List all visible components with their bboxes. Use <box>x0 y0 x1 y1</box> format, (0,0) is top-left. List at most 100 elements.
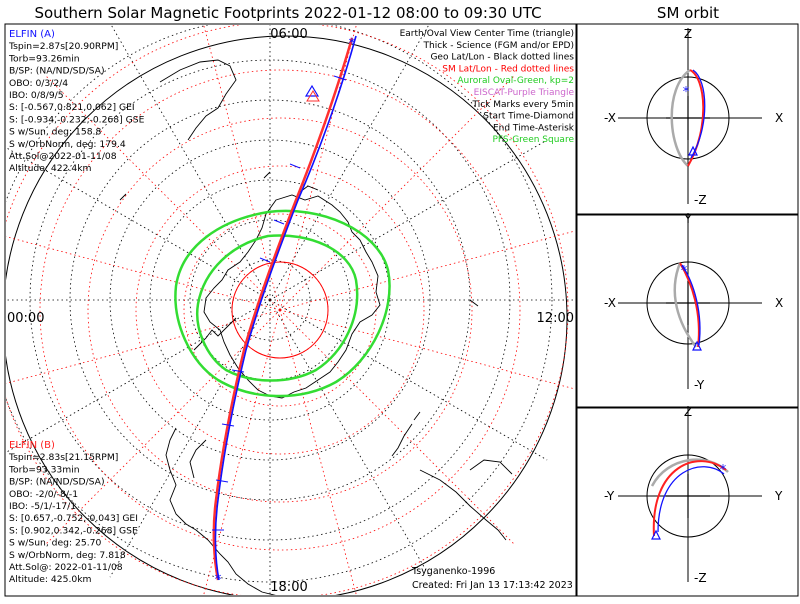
sm-lon-line <box>279 76 514 311</box>
geo-lon-line <box>109 299 271 578</box>
time-labels: 06:00 00:00 12:00 18:00 <box>7 27 574 595</box>
legend-entry: Earth/Oval View Center Time (triangle) <box>400 29 574 39</box>
sm-lon-line <box>279 309 575 390</box>
orbit-elfin-a-arc <box>690 69 706 159</box>
elfin-a-line: S w/Sun, deg: 158.8 <box>9 127 101 138</box>
auroral-oval-inner <box>195 234 359 382</box>
orbit-axis-label-top: Z <box>684 405 692 419</box>
orbit-axis-label-left: -X <box>604 296 616 310</box>
elfin-a-line: Tspin=2.87s[20.90RPM] <box>8 41 118 52</box>
elfin-b-line: Att.Sol@: 2022-01-11/08 <box>9 562 123 573</box>
main-title: Southern Solar Magnetic Footprints 2022-… <box>34 4 541 22</box>
elfin-b-line: IBO: -5/1/-17/1 <box>9 501 76 512</box>
africa-outline <box>159 59 237 141</box>
geo-grid <box>6 25 575 595</box>
sm-pole-circle <box>231 261 329 359</box>
sm-lon-line <box>6 236 281 311</box>
elfin-a-line: S w/OrbNorm, deg: 179.4 <box>9 139 126 150</box>
time-label-top: 06:00 <box>270 27 307 42</box>
orbit-axis-label-bottom: -Y <box>694 378 705 392</box>
footprint-tracks: * * <box>212 35 357 588</box>
orbit-elfin-a-arc <box>657 466 725 533</box>
elfin-a-start-asterisk: * <box>215 572 222 588</box>
orbit-axis-label-left: -X <box>604 111 616 125</box>
elfin-b-info: ELFIN (B)Tspin=2.83s[21.15RPM]Torb=93.33… <box>8 440 138 585</box>
orbit-elfin-b-arc <box>679 262 700 348</box>
created-credit: Created: Fri Jan 13 17:13:42 2023 <box>412 580 573 591</box>
orbit-axis-label-left: -Y <box>604 489 615 503</box>
sm-lon-line <box>279 309 514 544</box>
elfin-a-line: Altitude: 422.4km <box>9 163 92 174</box>
geo-lon-line <box>269 139 548 301</box>
orbit-end-asterisk: * <box>720 463 727 478</box>
geo-lon-line <box>110 25 271 301</box>
orbit-panel: Z -Z -X X * <box>604 27 783 207</box>
map-frame <box>4 23 577 597</box>
legend-entry: Start Time-Diamond <box>483 112 574 122</box>
elfin-a-line: S: [-0.567,0.821,0.062] GEI <box>9 102 135 113</box>
orbit-panels: Z -Z -X X * Y -Y -X X * Z -Z -Y Y * <box>604 27 783 585</box>
legend: Earth/Oval View Center Time (triangle) Th… <box>400 29 575 145</box>
elfin-a-line: Att.Sol@2022-01-11/08 <box>9 151 117 162</box>
orbit-shadow-arc <box>673 262 698 348</box>
geo-lon-line <box>269 299 548 461</box>
time-label-right: 12:00 <box>537 311 574 326</box>
view-center-triangle-b <box>306 90 320 102</box>
geo-lat-circle <box>229 259 311 341</box>
south-america-outline <box>165 427 276 595</box>
sm-lat-circle <box>135 165 425 455</box>
elfin-a-end-asterisk: * <box>349 36 356 52</box>
sm-lon-line <box>279 309 357 595</box>
side-title: SM orbit <box>657 4 719 22</box>
orbit-panel: Z -Z -Y Y * <box>604 405 783 585</box>
earth-circle <box>646 454 730 538</box>
elfin-a-line: ELFIN (A) <box>9 29 55 40</box>
orbit-elfin-b-arc <box>652 460 727 537</box>
elfin-b-line: Altitude: 425.0km <box>9 574 92 585</box>
elfin-b-track <box>212 37 354 581</box>
elfin-b-line: OBO: -2/0/-8/-1 <box>9 489 78 500</box>
earth-circle <box>646 261 730 345</box>
sm-lon-line <box>6 309 281 384</box>
orbit-panel: Y -Y -X X * <box>604 212 783 392</box>
elfin-b-line: B/SP: (NA/ND/SD/SA) <box>9 477 105 488</box>
legend-entry: End Time-Asterisk <box>493 123 575 133</box>
legend-entry: PFS-Green Square <box>492 135 574 145</box>
elfin-b-line: Tspin=2.83s[21.15RPM] <box>8 452 118 463</box>
orbit-view-triangle <box>692 340 702 351</box>
elfin-a-info: ELFIN (A)Tspin=2.87s[20.90RPM]Torb=93.26… <box>8 29 145 174</box>
orbit-elfin-a-arc <box>681 264 701 346</box>
sm-lon-line <box>203 25 281 311</box>
orbit-axis-label-right: X <box>775 296 783 310</box>
view-center-triangle-a <box>304 84 320 97</box>
elfin-a-line: IBO: 0/8/9/5 <box>9 90 64 101</box>
antarctica-outline <box>203 194 381 399</box>
orbit-axis-label-top: Y <box>683 212 692 226</box>
sm-lon-line <box>279 230 575 311</box>
sm-lon-line <box>46 309 281 544</box>
orbit-axis-label-bottom: -Z <box>694 193 707 207</box>
orbit-view-triangle <box>688 145 698 156</box>
sm-lon-line <box>46 76 281 311</box>
geo-lon-line <box>269 25 430 301</box>
auroral-oval-outer <box>174 209 391 398</box>
elfin-a-track <box>214 35 357 581</box>
elfin-b-line: S w/OrbNorm, deg: 7.818 <box>9 550 126 561</box>
orbit-axis-label-right: X <box>775 111 783 125</box>
legend-entry: Tick Marks every 5min <box>472 100 574 110</box>
elfin-a-line: OBO: 0/3/2/4 <box>9 78 68 89</box>
time-label-bottom: 18:00 <box>270 580 307 595</box>
geo-lat-circle <box>6 25 553 583</box>
geo-lon-line <box>6 299 271 453</box>
geo-lon-line <box>6 147 271 301</box>
elfin-b-line: Torb=93.33min <box>8 464 80 475</box>
geo-lon-line <box>269 299 431 578</box>
legend-entry: EISCAT-Purple Triangle <box>474 88 575 98</box>
elfin-b-line: S: [0.902,0.342,-0.268] GSE <box>9 525 138 536</box>
auroral-ovals <box>174 209 391 398</box>
geo-lat-circle <box>149 179 391 421</box>
elfin-a-line: B/SP: (NA/ND/SD/SA) <box>9 66 105 77</box>
model-credit: Tsyganenko-1996 <box>411 566 495 577</box>
legend-entry: Auroral Oval-Green, kp=2 <box>457 76 574 86</box>
